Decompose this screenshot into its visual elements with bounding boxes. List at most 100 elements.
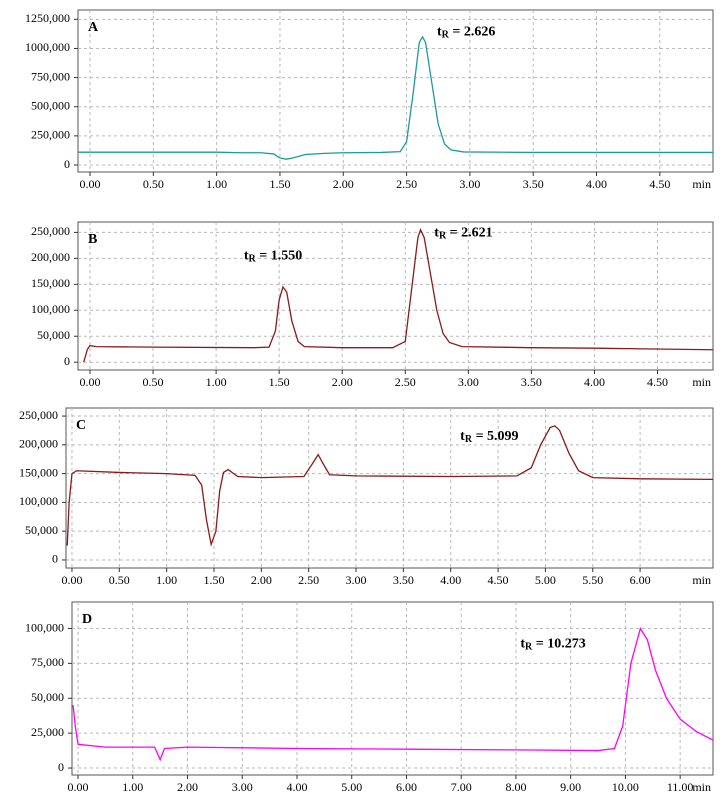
x-tick-label: 4.50: [647, 375, 668, 389]
annotation-sub: R: [249, 254, 257, 265]
y-tick-label: 750,000: [31, 69, 70, 83]
plot-frame: [77, 9, 714, 173]
x-tick-label: 2.50: [396, 177, 417, 191]
x-tick-label: 9.00: [560, 780, 581, 794]
annotation-t: t: [520, 637, 525, 652]
x-tick-label: 4.50: [488, 573, 509, 587]
y-tick-label: 75,000: [31, 655, 64, 669]
x-tick-label: 1.00: [206, 177, 227, 191]
y-tick-label: 250,000: [19, 408, 58, 422]
annotation-text: = 2.621: [446, 226, 492, 241]
x-tick-label: 2.50: [395, 375, 416, 389]
x-tick-label: 11.00: [667, 780, 694, 794]
panel-letter: A: [88, 20, 99, 35]
x-tick-label: 3.00: [458, 375, 479, 389]
y-tick-label: 50,000: [31, 690, 64, 704]
panel-letter: D: [82, 612, 92, 627]
annotation: tR = 1.550: [244, 248, 302, 264]
annotation-t: t: [437, 25, 442, 40]
x-tick-label: 2.50: [298, 573, 319, 587]
x-tick-label: 5.00: [535, 573, 556, 587]
annotation-text: = 1.550: [256, 248, 302, 263]
x-tick-label: 6.00: [396, 780, 417, 794]
y-tick-label: 0: [58, 760, 64, 774]
x-axis-unit: min: [692, 177, 711, 191]
panel-letter: B: [88, 232, 97, 247]
y-tick-label: 150,000: [31, 276, 70, 290]
x-tick-label: 4.00: [286, 780, 307, 794]
x-tick-label: 0.00: [80, 177, 101, 191]
annotation: tR = 2.621: [434, 226, 492, 242]
y-tick-label: 150,000: [19, 465, 58, 479]
panel: 0.00 0.50 1.00 1.50 2.00 2.50 3.00 3.50 4.00 4.50…: [25, 9, 714, 191]
x-tick-label: 3.50: [523, 177, 544, 191]
x-tick-label: 4.50: [649, 177, 670, 191]
y-tick-label: 200,000: [31, 250, 70, 264]
y-tick-label: 500,000: [31, 98, 70, 112]
trace: [66, 425, 714, 547]
y-tick-label: 250,000: [31, 224, 70, 238]
x-tick-label: 0.50: [143, 177, 164, 191]
x-tick-label: 4.00: [586, 177, 607, 191]
trace: [78, 35, 713, 160]
y-tick-label: 250,000: [31, 128, 70, 142]
y-tick-label: 50,000: [25, 523, 58, 537]
annotation-text: = 10.273: [532, 637, 585, 652]
annotation-t: t: [244, 248, 249, 263]
panel-letter: C: [76, 418, 86, 433]
x-axis-unit: min: [692, 375, 711, 389]
x-tick-label: 3.00: [232, 780, 253, 794]
x-tick-label: 0.50: [109, 573, 130, 587]
y-tick-label: 0: [52, 552, 58, 566]
x-tick-label: 8.00: [505, 780, 526, 794]
annotation-t: t: [434, 226, 439, 241]
panel: 0.00 1.00 2.00 3.00 4.00 5.00 6.00 7.00 8.00 9.00…: [25, 601, 714, 794]
plot-frame: [65, 407, 714, 569]
y-tick-label: 1000,000: [25, 40, 70, 54]
plot-frame: [77, 221, 714, 371]
y-tick-label: 100,000: [31, 302, 70, 316]
x-tick-label: 1.50: [269, 177, 290, 191]
annotation-sub: R: [439, 231, 447, 242]
y-tick-label: 25,000: [31, 725, 64, 739]
y-tick-label: 200,000: [19, 437, 58, 451]
y-tick-label: 50,000: [37, 328, 70, 342]
x-tick-label: 4.00: [584, 375, 605, 389]
x-tick-label: 7.00: [451, 780, 472, 794]
x-tick-label: 3.00: [346, 573, 367, 587]
y-tick-label: 1250,000: [25, 11, 70, 25]
x-tick-label: 2.00: [177, 780, 198, 794]
x-tick-label: 2.00: [333, 177, 354, 191]
x-tick-label: 5.00: [341, 780, 362, 794]
annotation: tR = 5.099: [460, 429, 518, 445]
x-tick-label: 6.00: [630, 573, 651, 587]
y-tick-label: 0: [64, 157, 70, 171]
x-tick-label: 10.00: [612, 780, 639, 794]
x-tick-label: 1.00: [206, 375, 227, 389]
annotation: tR = 2.626: [437, 25, 495, 41]
x-axis-unit: min: [692, 780, 711, 794]
x-tick-label: 1.00: [156, 573, 177, 587]
annotation-sub: R: [442, 30, 450, 41]
x-tick-label: 1.50: [203, 573, 224, 587]
x-tick-label: 2.00: [251, 573, 272, 587]
annotation-text: = 2.626: [449, 25, 495, 40]
annotation-sub: R: [465, 434, 473, 445]
panel: 0.00 0.50 1.00 1.50 2.00 2.50 3.00 3.50 4.00 4.50…: [19, 407, 714, 587]
x-tick-label: 0.50: [143, 375, 164, 389]
x-tick-label: 0.00: [68, 780, 89, 794]
trace: [83, 228, 714, 363]
x-axis-unit: min: [692, 573, 711, 587]
x-tick-label: 1.00: [122, 780, 143, 794]
annotation: tR = 10.273: [520, 637, 585, 653]
x-tick-label: 1.50: [269, 375, 290, 389]
x-tick-label: 3.00: [459, 177, 480, 191]
x-tick-label: 0.00: [61, 573, 82, 587]
annotation-sub: R: [525, 642, 533, 653]
y-tick-label: 100,000: [25, 620, 64, 634]
x-tick-label: 4.00: [440, 573, 461, 587]
x-tick-label: 5.50: [582, 573, 603, 587]
annotation-text: = 5.099: [472, 429, 518, 444]
panel: 0.00 0.50 1.00 1.50 2.00 2.50 3.00 3.50 4.00 4.50…: [31, 221, 714, 389]
